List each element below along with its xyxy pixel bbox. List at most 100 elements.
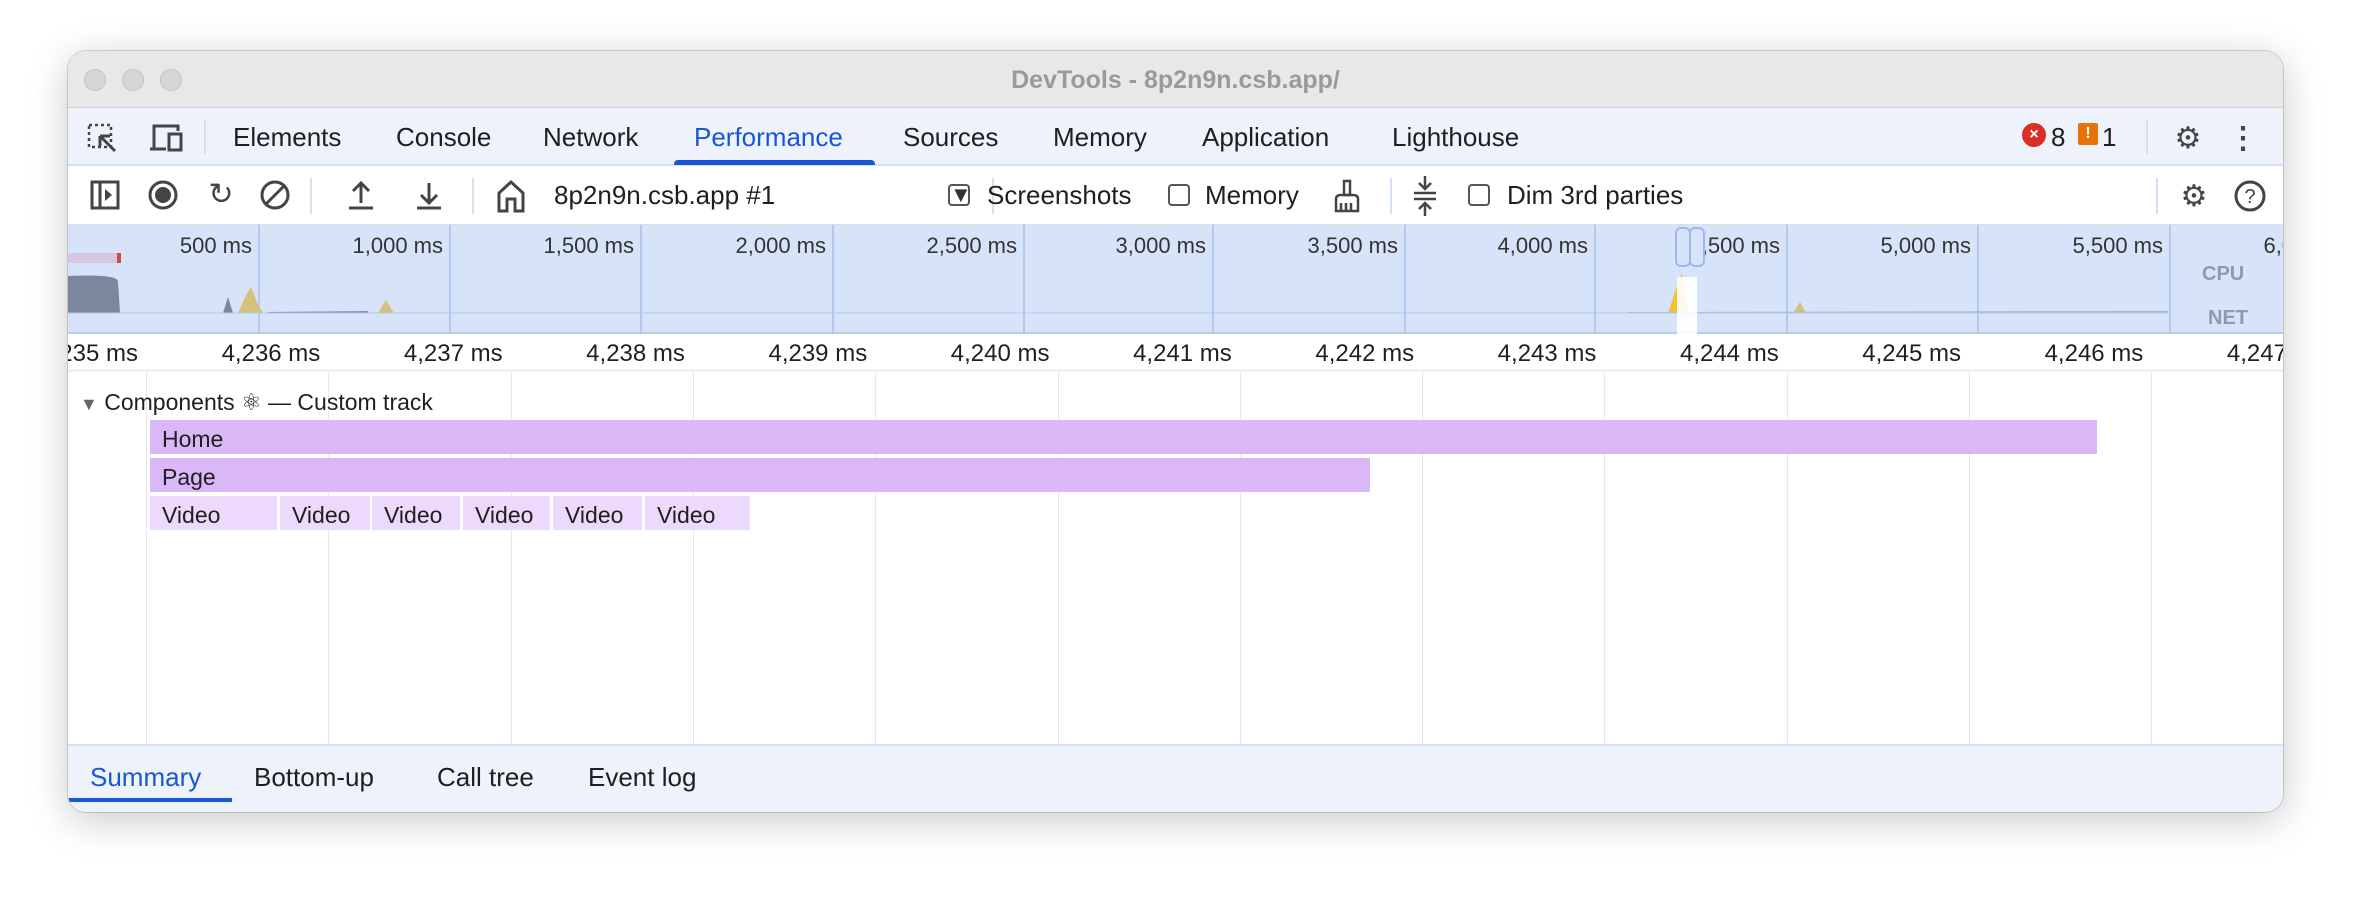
dim-3rd-parties-label: Dim 3rd parties — [1507, 180, 1684, 210]
ruler-tick-label: 4,247 ms — [2226, 340, 2283, 367]
ruler-tick-label: 4,243 ms — [1497, 340, 1597, 367]
home-icon[interactable] — [494, 178, 528, 214]
flame-bar-home[interactable]: Home — [150, 420, 2097, 454]
expand-triangle-icon[interactable]: ▼ — [80, 394, 98, 414]
overview-tick-label: 1,500 ms — [543, 233, 635, 258]
inspect-element-icon[interactable] — [84, 120, 120, 156]
flame-bar-label: Video — [384, 502, 443, 528]
time-gridline — [328, 372, 330, 792]
more-options-icon[interactable]: ⋮ — [2228, 121, 2258, 155]
active-tab-indicator — [674, 160, 875, 165]
time-gridline — [510, 372, 512, 792]
overview-gridline — [449, 225, 451, 334]
tab-lighthouse[interactable]: Lighthouse — [1392, 122, 1520, 152]
close-window-button[interactable] — [84, 69, 106, 91]
ruler-tick-label: 4,240 ms — [950, 340, 1050, 367]
overview-gridline — [2169, 225, 2171, 334]
warning-icon: ! — [2078, 123, 2098, 145]
time-ruler: 4,235 ms 4,236 ms 4,237 ms 4,238 ms 4,239 ms… — [68, 334, 2283, 372]
cpu-spike — [378, 300, 394, 313]
time-gridline — [692, 372, 694, 792]
record-icon[interactable] — [146, 178, 180, 212]
save-profile-icon[interactable] — [412, 178, 446, 212]
zoom-window-button[interactable] — [160, 69, 182, 91]
custom-track-header[interactable]: ▼ Components ⚛ — Custom track — [80, 389, 433, 416]
overview-gridline — [640, 225, 642, 334]
flame-bar-label: Video — [162, 502, 221, 528]
overview-tick-label: 6,000 ms — [2263, 233, 2284, 258]
time-gridline — [1239, 372, 1241, 792]
ruler-tick-label: 4,235 ms — [68, 340, 138, 367]
garbage-collect-icon[interactable] — [1330, 176, 1364, 216]
tab-call-tree[interactable]: Call tree — [437, 762, 534, 792]
cpu-label: CPU — [2202, 263, 2245, 285]
tab-bottom-up[interactable]: Bottom-up — [254, 762, 374, 792]
overview-tick-label: 4,000 ms — [1497, 233, 1589, 258]
net-label: NET — [2208, 307, 2248, 329]
flame-bar-video[interactable]: Video — [150, 496, 277, 530]
performance-toolbar: ↻ 8p2n9n.csb.app #1 ▼ Screenshots Memory… — [68, 166, 2283, 225]
warning-count[interactable]: 1 — [2102, 122, 2117, 152]
overview-tick-label: 2,500 ms — [926, 233, 1018, 258]
cpu-spike — [223, 297, 233, 313]
time-gridline — [146, 372, 147, 792]
tab-elements[interactable]: Elements — [233, 122, 342, 152]
svg-text:?: ? — [2244, 186, 2255, 208]
window-title: DevTools - 8p2n9n.csb.app/ — [1011, 66, 1340, 94]
flame-bar-label: Video — [292, 502, 351, 528]
flame-bar-label: Home — [162, 426, 224, 452]
flame-bar-video[interactable]: Video — [645, 496, 750, 530]
tab-network[interactable]: Network — [543, 122, 639, 152]
overview-gridline — [1594, 225, 1596, 334]
error-icon: × — [2022, 123, 2046, 147]
cpu-block — [68, 275, 120, 313]
details-tab-bar: Summary Bottom-up Call tree Event log — [68, 744, 2283, 812]
overview-tick-label: 5,000 ms — [1880, 233, 1972, 258]
capture-settings-gear-icon[interactable]: ⚙ — [2180, 179, 2208, 213]
ruler-tick-label: 4,242 ms — [1315, 340, 1415, 367]
selection-right-handle[interactable] — [1689, 227, 1705, 267]
overview-gridline — [1212, 225, 1214, 334]
tab-summary[interactable]: Summary — [90, 762, 202, 792]
overview-gridline — [1786, 225, 1788, 334]
minimize-window-button[interactable] — [122, 69, 144, 91]
device-toolbar-icon[interactable] — [146, 120, 186, 156]
active-tab-indicator — [68, 798, 232, 802]
cpu-spike — [1793, 302, 1806, 313]
memory-checkbox[interactable] — [1168, 184, 1190, 206]
help-icon[interactable]: ? — [2232, 178, 2268, 214]
overview-tick-label: 500 ms — [179, 233, 252, 258]
clear-icon[interactable] — [258, 178, 292, 212]
flame-bar-video[interactable]: Video — [553, 496, 642, 530]
time-gridline — [2151, 372, 2153, 792]
tab-console[interactable]: Console — [396, 122, 492, 152]
error-count[interactable]: 8 — [2051, 122, 2066, 152]
screenshots-checkbox[interactable] — [948, 184, 970, 206]
network-bar — [68, 253, 118, 263]
reload-record-icon[interactable]: ↻ — [208, 177, 234, 211]
ruler-tick-label: 4,237 ms — [403, 340, 503, 367]
flame-bar-video[interactable]: Video — [372, 496, 460, 530]
selection-window — [1677, 277, 1697, 334]
timeline-overview[interactable]: 500 ms 1,000 ms 1,500 ms 2,000 ms 2,500 ms 3,… — [68, 225, 2283, 334]
tab-application[interactable]: Application — [1202, 122, 1330, 152]
recording-select[interactable]: 8p2n9n.csb.app #1 ▼ — [540, 176, 980, 216]
dim-3rd-parties-checkbox[interactable] — [1468, 184, 1490, 206]
toggle-sidebar-icon[interactable] — [88, 178, 122, 212]
tab-memory[interactable]: Memory — [1053, 122, 1147, 152]
network-bar-end — [117, 253, 121, 263]
tab-event-log[interactable]: Event log — [588, 762, 697, 792]
tab-performance[interactable]: Performance — [694, 122, 843, 152]
flame-bar-video[interactable]: Video — [280, 496, 370, 530]
flame-bar-page[interactable]: Page — [150, 458, 1370, 492]
settings-gear-icon[interactable]: ⚙ — [2174, 121, 2202, 155]
overview-gridline — [1023, 225, 1025, 334]
collapse-tracks-icon[interactable] — [1408, 174, 1442, 218]
load-profile-icon[interactable] — [344, 178, 378, 212]
title-bar: DevTools - 8p2n9n.csb.app/ — [68, 51, 2283, 108]
flame-bar-video[interactable]: Video — [463, 496, 550, 530]
screenshots-label: Screenshots — [987, 180, 1132, 210]
time-gridline — [1057, 372, 1059, 792]
cpu-activity-chart — [68, 253, 2168, 334]
tab-sources[interactable]: Sources — [903, 122, 999, 152]
